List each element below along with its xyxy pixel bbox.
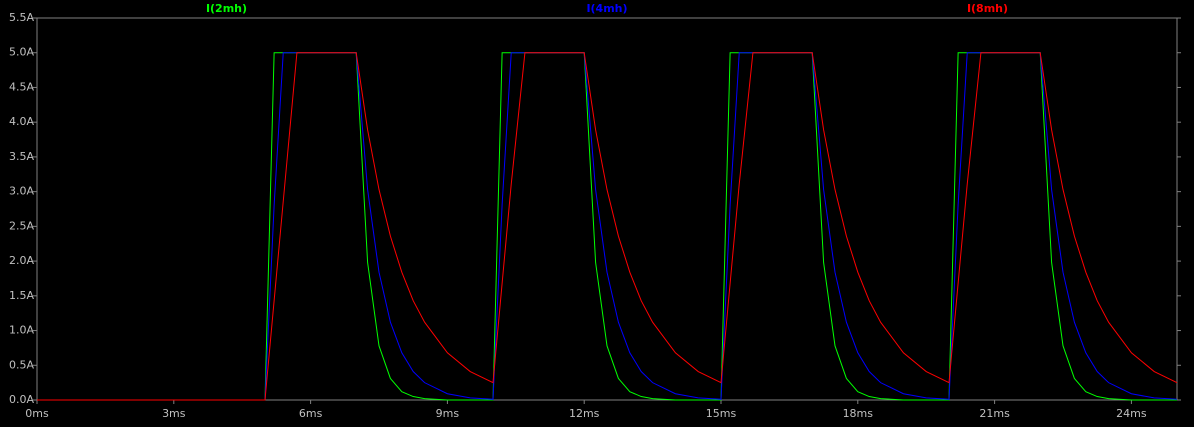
y-tick-label: 3.0A xyxy=(9,185,34,198)
y-tick-label: 4.0A xyxy=(9,115,34,128)
y-tick-label: 4.5A xyxy=(9,80,34,93)
legend-entry: I(2mh) xyxy=(206,2,247,15)
legend-entry: I(8mh) xyxy=(967,2,1008,15)
y-tick-label: 0.5A xyxy=(9,358,34,371)
y-tick-label: 1.0A xyxy=(9,324,34,337)
y-tick-label: 2.5A xyxy=(9,219,34,232)
y-tick-label: 5.5A xyxy=(9,11,34,24)
y-tick-label: 5.0A xyxy=(9,46,34,59)
y-tick-label: 1.5A xyxy=(9,289,34,302)
x-tick-label: 12ms xyxy=(569,407,600,420)
y-tick-label: 3.5A xyxy=(9,150,34,163)
x-tick-label: 0ms xyxy=(25,407,49,420)
y-tick-label: 0.0A xyxy=(9,393,34,406)
x-tick-label: 21ms xyxy=(979,407,1010,420)
x-tick-label: 9ms xyxy=(436,407,460,420)
legend-entry: I(4mh) xyxy=(586,2,627,15)
y-tick-label: 2.0A xyxy=(9,254,34,267)
x-tick-label: 6ms xyxy=(299,407,323,420)
x-tick-label: 24ms xyxy=(1116,407,1147,420)
x-tick-label: 18ms xyxy=(843,407,874,420)
plot-frame xyxy=(36,17,1178,401)
series-line xyxy=(37,52,1178,401)
series-line xyxy=(37,52,1178,401)
x-tick-label: 15ms xyxy=(706,407,737,420)
x-tick-label: 3ms xyxy=(162,407,186,420)
series-line xyxy=(37,52,1177,401)
